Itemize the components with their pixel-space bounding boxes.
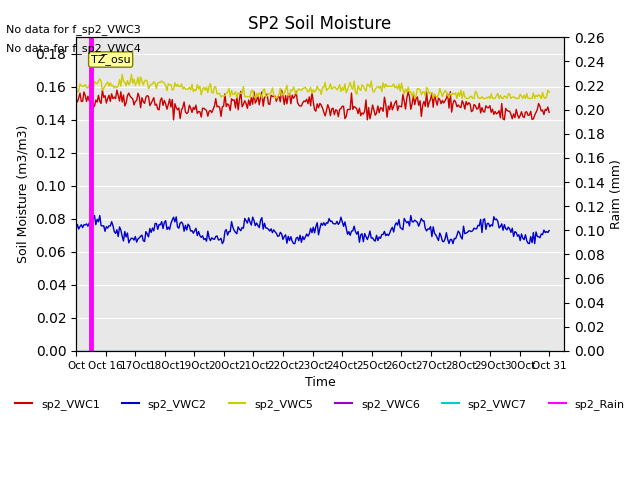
sp2_VWC2 — [214, 237, 222, 243]
sp2_VWC5 — [545, 89, 553, 95]
sp2_VWC5 — [282, 87, 289, 93]
sp2_VWC7 — [545, 348, 553, 354]
sp2_VWC2 — [218, 240, 226, 246]
sp2_VWC1 — [170, 117, 177, 123]
sp2_VWC2 — [239, 225, 247, 231]
sp2_VWC7 — [519, 348, 527, 354]
sp2_VWC1 — [282, 93, 289, 98]
sp2_VWC1 — [99, 87, 106, 93]
Y-axis label: Raim (mm): Raim (mm) — [610, 159, 623, 229]
sp2_VWC1 — [131, 98, 139, 104]
sp2_VWC1 — [232, 105, 239, 111]
Text: TZ_osu: TZ_osu — [91, 54, 131, 65]
sp2_VWC7 — [237, 348, 244, 354]
sp2_VWC2 — [545, 228, 553, 233]
sp2_VWC7 — [279, 348, 287, 354]
sp2_VWC5 — [258, 96, 266, 101]
Line: sp2_VWC1: sp2_VWC1 — [76, 90, 549, 120]
sp2_VWC1 — [239, 101, 247, 107]
sp2_VWC7 — [130, 348, 138, 354]
sp2_VWC5 — [131, 83, 139, 88]
sp2_VWC7 — [72, 348, 80, 354]
sp2_VWC1 — [72, 96, 80, 102]
sp2_VWC2 — [282, 232, 289, 238]
sp2_VWC5 — [118, 72, 126, 77]
sp2_VWC7 — [229, 348, 237, 354]
sp2_VWC2 — [522, 232, 529, 238]
sp2_VWC5 — [238, 91, 246, 96]
sp2_VWC5 — [214, 91, 222, 96]
sp2_VWC5 — [522, 96, 529, 101]
sp2_VWC2 — [72, 226, 80, 231]
sp2_VWC1 — [216, 105, 223, 110]
X-axis label: Time: Time — [305, 376, 335, 389]
Legend: sp2_VWC1, sp2_VWC2, sp2_VWC5, sp2_VWC6, sp2_VWC7, sp2_Rain: sp2_VWC1, sp2_VWC2, sp2_VWC5, sp2_VWC6, … — [11, 395, 629, 414]
sp2_VWC5 — [230, 91, 238, 97]
sp2_VWC2 — [232, 229, 239, 235]
Y-axis label: Soil Moisture (m3/m3): Soil Moisture (m3/m3) — [17, 125, 30, 263]
Line: sp2_VWC2: sp2_VWC2 — [76, 216, 549, 243]
Text: No data for f_sp2_VWC4: No data for f_sp2_VWC4 — [6, 43, 141, 54]
sp2_VWC1 — [545, 109, 553, 115]
sp2_VWC7 — [213, 348, 221, 354]
sp2_VWC1 — [522, 109, 529, 115]
Line: sp2_VWC5: sp2_VWC5 — [76, 74, 549, 98]
Title: SP2 Soil Moisture: SP2 Soil Moisture — [248, 15, 392, 33]
sp2_VWC5 — [72, 83, 80, 89]
sp2_VWC2 — [131, 234, 139, 240]
Text: No data for f_sp2_VWC3: No data for f_sp2_VWC3 — [6, 24, 141, 35]
sp2_VWC2 — [91, 213, 99, 218]
